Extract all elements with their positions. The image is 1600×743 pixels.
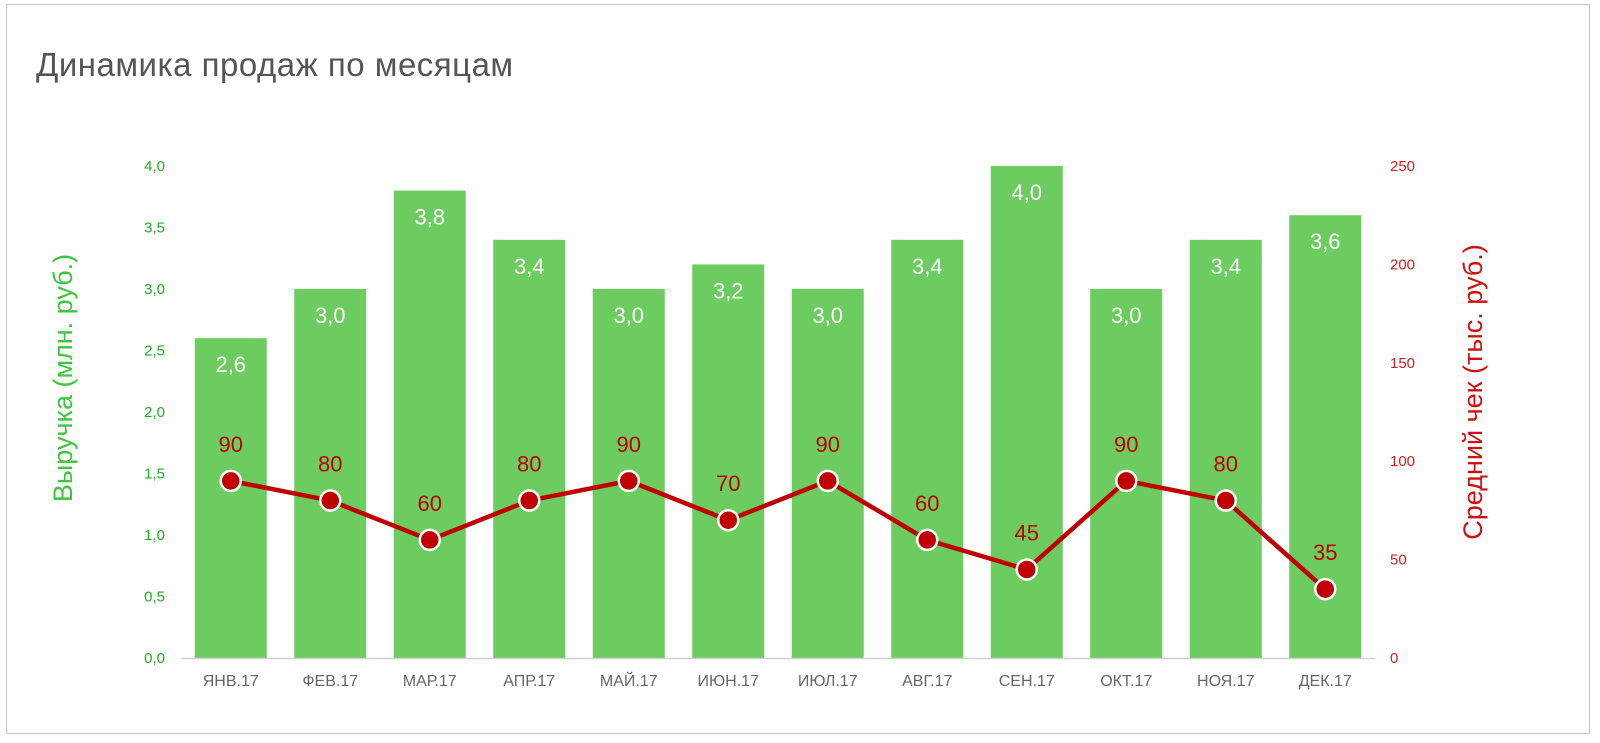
revenue-bar-label: 3,2 (713, 278, 744, 303)
revenue-bar-label: 3,0 (812, 303, 843, 328)
y-left-tick-label: 2,0 (144, 404, 165, 421)
avg-check-point (418, 528, 441, 552)
avg-check-point-label: 80 (1214, 452, 1238, 477)
y-left-tick-label: 3,0 (144, 281, 165, 298)
x-tick-label: АПР.17 (503, 673, 555, 690)
revenue-bar-label: 4,0 (1011, 180, 1042, 205)
y-left-tick-label: 4,0 (144, 158, 165, 175)
revenue-bar (493, 239, 566, 659)
y-left-tick-label: 0,5 (144, 589, 165, 606)
revenue-bar-label: 3,4 (1210, 254, 1241, 279)
y-left-axis-title: Выручка (млн. руб.) (48, 254, 78, 502)
revenue-bar (990, 166, 1063, 658)
avg-check-point (1314, 577, 1337, 601)
avg-check-line (230, 478, 1327, 591)
avg-check-point-label: 90 (816, 432, 840, 457)
revenue-bar (1189, 239, 1262, 659)
revenue-bar-label: 3,8 (414, 205, 445, 230)
y-right-tick-label: 50 (1390, 552, 1407, 569)
y-right-axis-title: Средний чек (тыс. руб.) (1458, 244, 1488, 539)
x-tick-label: ДЕК.17 (1299, 673, 1352, 690)
chart-title: Динамика продаж по месяцам (36, 46, 514, 83)
x-tick-label: НОЯ.17 (1197, 673, 1255, 690)
avg-check-point (717, 508, 740, 532)
revenue-bar (194, 338, 267, 658)
revenue-bar-label: 2,6 (215, 352, 246, 377)
avg-check-point-label: 60 (418, 491, 442, 516)
avg-check-point-label: 45 (1015, 520, 1039, 545)
x-tick-label: ОКТ.17 (1100, 673, 1152, 690)
x-tick-label: ИЮЛ.17 (798, 673, 858, 690)
avg-check-point-label: 80 (517, 452, 541, 477)
avg-check-point-label: 90 (1114, 432, 1138, 457)
revenue-bar (692, 264, 765, 658)
avg-check-point (1214, 489, 1237, 512)
revenue-bar (891, 239, 964, 659)
y-right-tick-label: 250 (1390, 158, 1415, 175)
avg-check-point-label: 90 (219, 432, 243, 457)
x-tick-label: АВГ.17 (902, 673, 952, 690)
avg-check-point (916, 528, 939, 552)
y-left-tick-label: 3,5 (144, 220, 165, 237)
revenue-bar (294, 289, 367, 658)
avg-check-point-label: 35 (1313, 540, 1337, 565)
y-right-tick-label: 0 (1390, 650, 1398, 667)
revenue-bar-label: 3,0 (315, 303, 346, 328)
y-left-tick-label: 0,0 (144, 650, 165, 667)
revenue-bar-label: 3,0 (1111, 303, 1142, 328)
y-right-tick-label: 200 (1390, 256, 1415, 273)
x-tick-label: СЕН.17 (999, 673, 1055, 690)
y-left-tick-label: 1,0 (144, 527, 165, 544)
avg-check-point-label: 70 (716, 471, 740, 496)
avg-check-point (816, 469, 839, 493)
y-left-tick-label: 2,5 (144, 343, 165, 360)
y-right-tick-label: 150 (1390, 355, 1415, 372)
x-tick-label: ЯНВ.17 (203, 673, 259, 690)
x-tick-label: МАЙ.17 (600, 671, 658, 690)
x-tick-label: ФЕВ.17 (302, 673, 358, 690)
avg-check-point-label: 90 (617, 432, 641, 457)
y-left-tick-label: 1,5 (144, 466, 165, 483)
avg-check-point (1115, 469, 1138, 493)
avg-check-point (518, 489, 541, 512)
avg-check-point (1015, 558, 1038, 581)
avg-check-point (617, 469, 640, 493)
avg-check-point (319, 489, 342, 512)
revenue-bar-label: 3,4 (514, 254, 545, 279)
revenue-bar-label: 3,0 (613, 303, 644, 328)
avg-check-point-label: 80 (318, 452, 342, 477)
x-tick-label: ИЮН.17 (698, 673, 760, 690)
revenue-bar (393, 190, 466, 658)
avg-check-point (219, 469, 242, 493)
x-tick-label: МАР.17 (403, 673, 457, 690)
avg-check-point-label: 60 (915, 491, 939, 516)
y-right-tick-label: 100 (1390, 453, 1415, 470)
revenue-bar-label: 3,6 (1310, 229, 1341, 254)
revenue-bar-label: 3,4 (912, 254, 943, 279)
